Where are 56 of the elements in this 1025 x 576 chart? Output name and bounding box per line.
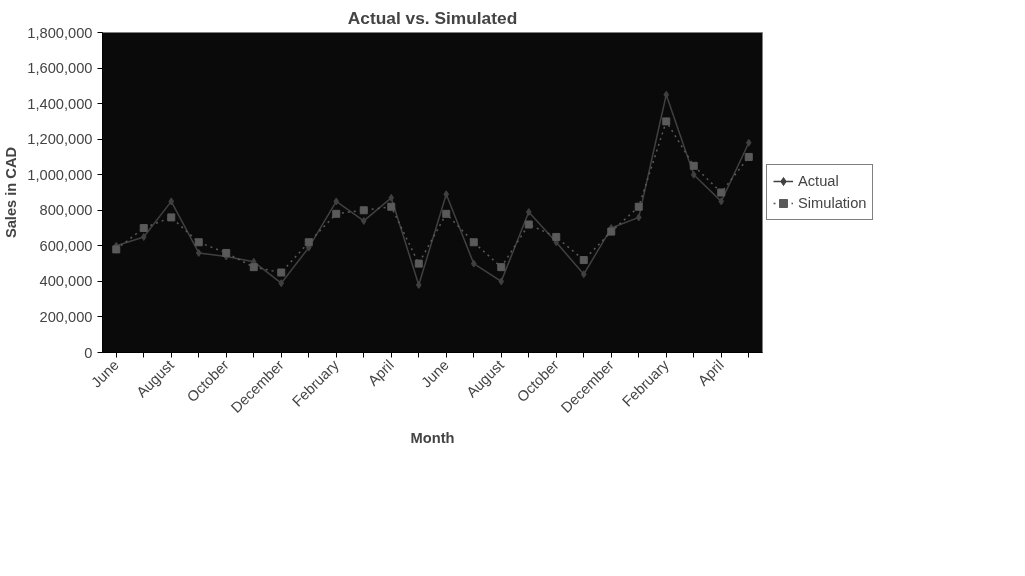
point <box>635 213 642 222</box>
point <box>304 238 313 247</box>
point <box>442 209 451 218</box>
point <box>579 256 588 265</box>
point <box>634 202 643 211</box>
point <box>552 232 561 241</box>
point <box>332 209 341 218</box>
point <box>360 216 367 225</box>
point <box>470 259 477 268</box>
point <box>415 280 422 289</box>
y-axis-title: Sales in CAD <box>3 146 20 239</box>
legend-label: Actual <box>798 173 839 189</box>
y-tick-label: 600,000 <box>39 237 93 254</box>
point <box>140 232 147 241</box>
point <box>718 197 725 206</box>
point <box>249 263 258 272</box>
point <box>112 245 121 254</box>
y-tick-label: 400,000 <box>39 273 93 290</box>
point <box>278 279 285 288</box>
point <box>525 208 532 217</box>
y-tick-label: 0 <box>84 344 93 361</box>
point <box>333 197 340 206</box>
y-tick-label: 1,000,000 <box>27 166 93 183</box>
point <box>443 190 450 199</box>
point <box>469 238 478 247</box>
point <box>388 193 395 202</box>
point <box>414 259 423 268</box>
x-axis-title: Month <box>410 429 455 446</box>
point <box>277 268 286 277</box>
point <box>498 277 505 286</box>
point <box>717 188 726 197</box>
y-tick-label: 1,600,000 <box>27 60 93 77</box>
point <box>167 213 176 222</box>
y-tick-label: 1,800,000 <box>27 24 93 41</box>
point <box>195 248 202 257</box>
point <box>745 138 752 147</box>
point <box>690 170 697 179</box>
point <box>580 270 587 279</box>
point <box>524 220 533 229</box>
point <box>497 263 506 272</box>
point <box>194 238 203 247</box>
chart-title: Actual vs. Simulated <box>347 7 518 28</box>
point <box>387 202 396 211</box>
point <box>662 117 671 126</box>
y-tick-label: 800,000 <box>39 202 93 219</box>
point <box>689 161 698 170</box>
point <box>168 197 175 206</box>
point <box>222 248 231 257</box>
point <box>744 152 753 161</box>
legend-label: Simulation <box>798 195 867 211</box>
y-tick-label: 1,200,000 <box>27 131 93 148</box>
y-tick-label: 1,400,000 <box>27 95 93 112</box>
point <box>663 90 670 99</box>
point <box>359 206 368 215</box>
y-tick-label: 200,000 <box>39 308 93 325</box>
point <box>139 224 148 233</box>
